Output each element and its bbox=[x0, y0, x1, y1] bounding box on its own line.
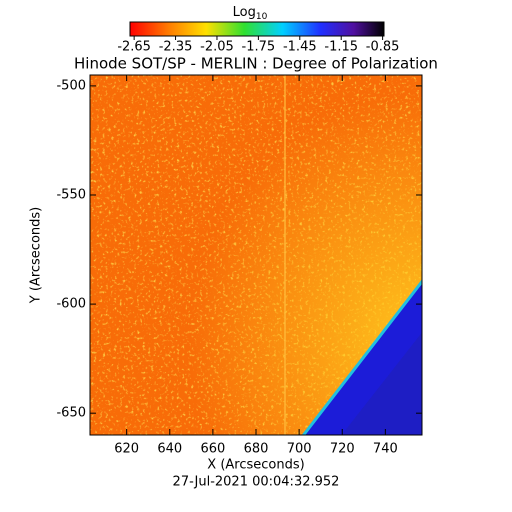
colorbar bbox=[129, 21, 385, 37]
colorbar-tick-label: -2.65 bbox=[117, 40, 151, 55]
colorbar-tick-label: -2.05 bbox=[200, 40, 234, 55]
colorbar-tick-label: -1.75 bbox=[242, 40, 276, 55]
footer: 27-Jul-2021 00:04:32.952 bbox=[173, 475, 340, 490]
colorbar-title-main: Log bbox=[233, 5, 256, 20]
colorbar-title: Log10 bbox=[233, 5, 268, 22]
x-tick-label: 640 bbox=[157, 442, 182, 457]
x-tick-label: 700 bbox=[287, 442, 312, 457]
chart-title: Hinode SOT/SP - MERLIN : Degree of Polar… bbox=[74, 55, 438, 73]
x-axis-label: X (Arcseconds) bbox=[207, 458, 304, 473]
y-axis-label: Y (Arcseconds) bbox=[29, 207, 44, 304]
colorbar-title-sub: 10 bbox=[256, 12, 268, 22]
y-tick-label: -650 bbox=[56, 406, 86, 421]
x-tick-label: 680 bbox=[244, 442, 269, 457]
y-tick-label: -600 bbox=[56, 297, 86, 312]
x-tick-label: 620 bbox=[114, 442, 139, 457]
y-tick-label: -550 bbox=[56, 188, 86, 203]
colorbar-tick-label: -2.35 bbox=[159, 40, 193, 55]
x-tick-label: 740 bbox=[373, 442, 398, 457]
x-tick-label: 660 bbox=[200, 442, 225, 457]
x-tick-label: 720 bbox=[330, 442, 355, 457]
colorbar-tick-label: -0.85 bbox=[366, 40, 400, 55]
colorbar-tick-label: -1.15 bbox=[324, 40, 358, 55]
colorbar-tick-label: -1.45 bbox=[283, 40, 317, 55]
y-tick-label: -500 bbox=[56, 78, 86, 93]
image bbox=[90, 75, 422, 435]
